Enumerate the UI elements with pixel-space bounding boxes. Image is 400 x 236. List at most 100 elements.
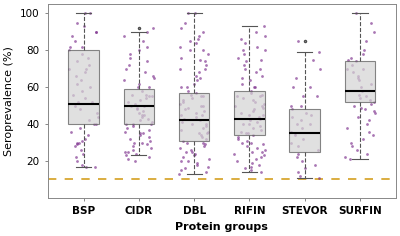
Point [300, 95, 307, 98]
Point [360, 52, 366, 56]
Point [342, 156, 348, 159]
Point [354, 148, 360, 152]
Point [250, 133, 256, 137]
Point [247, 118, 254, 122]
Point [78, 78, 84, 82]
Point [89, 100, 96, 104]
Point [201, 109, 208, 113]
PathPatch shape [124, 89, 154, 124]
Point [366, 118, 372, 122]
Point [362, 95, 369, 98]
Point [310, 58, 316, 61]
Point [196, 71, 202, 74]
Point [194, 78, 200, 82]
Point [192, 74, 199, 78]
Point [238, 130, 244, 133]
Point [192, 115, 199, 119]
Point [136, 82, 142, 85]
Point [261, 102, 267, 106]
Point [193, 41, 200, 45]
Point [78, 148, 84, 152]
Point [258, 58, 265, 61]
Point [357, 96, 363, 100]
Point [206, 157, 212, 161]
PathPatch shape [234, 91, 264, 135]
Point [200, 104, 206, 108]
Point [74, 159, 80, 163]
Point [130, 124, 136, 128]
Point [94, 111, 100, 115]
Point [244, 131, 251, 135]
Point [92, 165, 98, 169]
Point [198, 135, 205, 139]
Point [254, 45, 260, 49]
PathPatch shape [179, 93, 209, 141]
Point [353, 59, 360, 63]
Point [307, 113, 314, 117]
Point [178, 159, 184, 163]
Point [134, 85, 141, 89]
Point [196, 34, 202, 38]
Point [368, 82, 374, 85]
Point [76, 141, 82, 144]
Point [70, 93, 76, 97]
Point [186, 39, 193, 43]
Point [139, 113, 145, 117]
Point [344, 67, 350, 71]
Point [180, 98, 186, 102]
Point [260, 143, 266, 146]
Point [371, 109, 377, 113]
Point [367, 98, 373, 102]
Point [72, 144, 78, 148]
Point [242, 59, 249, 63]
Point [188, 93, 194, 97]
Point [238, 37, 244, 41]
Point [81, 24, 87, 28]
Point [203, 137, 209, 141]
Point [125, 157, 131, 161]
Point [82, 137, 88, 141]
PathPatch shape [290, 109, 320, 152]
Point [258, 74, 265, 78]
Point [78, 45, 85, 49]
Point [177, 45, 183, 49]
Point [350, 71, 356, 74]
Point [124, 126, 130, 130]
Point [188, 96, 195, 100]
Point [349, 63, 356, 67]
Point [126, 63, 132, 67]
Point [250, 126, 256, 130]
Point [303, 111, 309, 115]
Point [355, 115, 362, 119]
Point [196, 131, 202, 135]
Point [146, 95, 152, 98]
Point [260, 113, 267, 117]
Point [189, 122, 196, 126]
Point [83, 165, 90, 169]
Point [258, 93, 265, 97]
Point [242, 67, 248, 71]
Point [258, 104, 265, 108]
Point [259, 150, 266, 154]
Point [184, 12, 191, 15]
Point [199, 113, 206, 117]
Point [248, 165, 254, 169]
Point [197, 58, 203, 61]
Point [145, 85, 152, 89]
Point [66, 67, 72, 71]
Point [77, 107, 83, 111]
Point [144, 59, 150, 63]
Point [142, 93, 149, 97]
Point [288, 141, 294, 144]
Point [177, 56, 184, 59]
Point [351, 104, 357, 108]
Point [257, 117, 263, 120]
Point [257, 124, 264, 128]
Point [287, 130, 294, 133]
Point [364, 152, 370, 156]
Point [179, 120, 186, 124]
Point [184, 85, 191, 89]
Point [289, 115, 295, 119]
Point [355, 74, 361, 78]
Point [252, 157, 259, 161]
